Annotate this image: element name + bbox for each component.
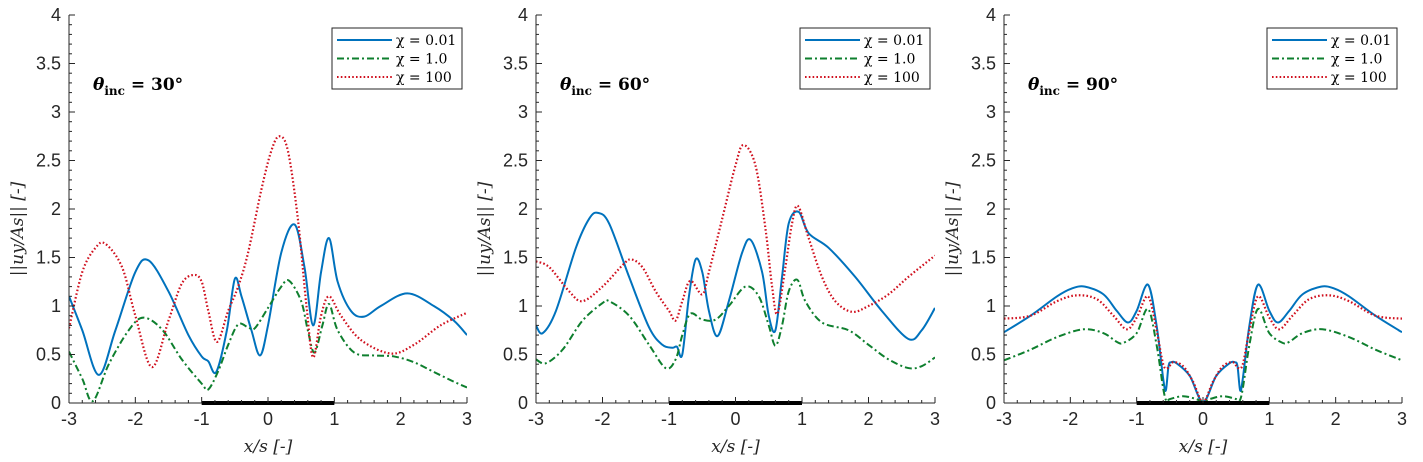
x-tick-label: 3 [1397,409,1407,429]
y-tick-label: 1.5 [36,248,61,268]
panel-theta-30: -3 -2 -1 0 1 2 3 0 0.5 1 1.5 2 2.5 3 3.5 4 x/s [-] ||uy/A… [8,5,472,457]
y-tick-label: 2 [986,199,996,219]
series-line-chi-100 [1004,294,1402,403]
legend-entry-label: χ = 0.01 [1331,33,1391,49]
x-tick-label: -3 [61,409,77,429]
x-tick-label: 0 [730,409,740,429]
panel-theta-60: -3 -2 -1 0 1 2 3 0 0.5 1 1.5 2 2.5 3 3.5 4 x/s [-] ||uy/A… [475,5,940,457]
series-group [69,135,467,403]
y-tick-label: 3 [51,102,61,122]
series-group [536,143,935,370]
y-tick-label: 0.5 [503,345,528,365]
legend-entry-label: χ = 0.01 [864,33,924,49]
y-tick-label: 2.5 [503,151,528,171]
theta-subscript: inc [571,84,592,98]
x-tick-label: 0 [263,409,273,429]
y-tick-label: 3.5 [971,54,996,74]
theta-symbol: θ [1028,75,1040,95]
y-tick-label: 2.5 [36,151,61,171]
theta-subscript: inc [104,84,125,98]
legend-entry-label: χ = 1.0 [1331,52,1382,68]
x-tick-label: -1 [194,409,210,429]
y-axis-label: ||uy/As|| [-] [8,181,28,276]
y-tick-label: 0 [518,393,528,413]
y-tick-label: 4 [986,5,996,25]
legend-entry-label: χ = 1.0 [864,52,915,68]
x-tick-label: -1 [661,409,677,429]
y-tick-label: 1 [51,296,61,316]
y-tick-label: 0.5 [971,345,996,365]
y-tick-label: 3 [518,102,528,122]
x-tick-label: 0 [1198,409,1208,429]
theta-annotation: θinc = 90° [1028,75,1118,98]
x-tick-label: -2 [127,409,143,429]
panel-theta-90: -3 -2 -1 0 1 2 3 0 0.5 1 1.5 2 2.5 3 3.5 4 x/s [-] ||uy/A… [943,5,1407,457]
legend-entry-label: χ = 100 [864,70,920,86]
theta-value: = 90° [1060,75,1118,95]
y-tick-label: 3 [986,102,996,122]
x-tick-label: 2 [396,409,406,429]
y-tick-label: 0 [51,393,61,413]
theta-symbol: θ [560,75,572,95]
x-tick-label: -1 [1129,409,1145,429]
series-line-chi-0-01 [1004,283,1402,403]
legend: χ = 0.01 χ = 1.0 χ = 100 [1266,27,1398,90]
legend-entry-label: χ = 0.01 [396,33,456,49]
series-line-chi-100 [536,143,935,322]
legend-entry-label: χ = 100 [396,70,452,86]
y-axis-label: ||uy/As|| [-] [943,181,963,276]
x-tick-label: 2 [863,409,873,429]
theta-subscript: inc [1039,84,1060,98]
legend: χ = 0.01 χ = 1.0 χ = 100 [799,27,931,90]
x-tick-label: -2 [1062,409,1078,429]
x-tick-label: -3 [996,409,1012,429]
x-tick-label: 2 [1331,409,1341,429]
y-tick-label: 4 [51,5,61,25]
x-tick-label: 3 [462,409,472,429]
x-tick-label: 3 [930,409,940,429]
x-axis-label: x/s [-] [711,437,760,457]
theta-annotation: θinc = 60° [560,75,650,98]
x-tick-label: 1 [1264,409,1274,429]
legend: χ = 0.01 χ = 1.0 χ = 100 [331,27,463,90]
series-line-chi-0-01 [536,210,935,358]
y-axis-label: ||uy/As|| [-] [475,181,495,276]
y-tick-label: 0.5 [36,345,61,365]
y-tick-label: 4 [518,5,528,25]
series-group [1004,283,1402,403]
y-tick-label: 2 [51,199,61,219]
legend-box [1266,27,1398,90]
theta-symbol: θ [93,75,105,95]
series-line-chi-1-0 [536,278,935,370]
y-tick-label: 2.5 [971,151,996,171]
y-tick-label: 3.5 [503,54,528,74]
y-tick-label: 1.5 [503,248,528,268]
y-tick-label: 0 [986,393,996,413]
legend-entry-label: χ = 1.0 [396,52,447,68]
y-tick-label: 1.5 [971,248,996,268]
series-line-chi-1-0 [69,279,467,403]
x-tick-label: 1 [329,409,339,429]
y-tick-label: 2 [518,199,528,219]
y-tick-label: 1 [986,296,996,316]
x-tick-label: -2 [594,409,610,429]
y-tick-label: 3.5 [36,54,61,74]
theta-value: = 60° [592,75,650,95]
series-line-chi-1-0 [1004,307,1402,403]
series-line-chi-0-01 [69,223,467,376]
series-line-chi-100 [69,135,467,369]
theta-annotation: θinc = 30° [93,75,183,98]
theta-value: = 30° [125,75,183,95]
y-tick-label: 1 [518,296,528,316]
x-axis-label: x/s [-] [1179,437,1228,457]
x-axis-label: x/s [-] [244,437,293,457]
x-tick-label: 1 [797,409,807,429]
legend-box [799,27,931,90]
legend-entry-label: χ = 100 [1331,70,1387,86]
x-tick-label: -3 [528,409,544,429]
